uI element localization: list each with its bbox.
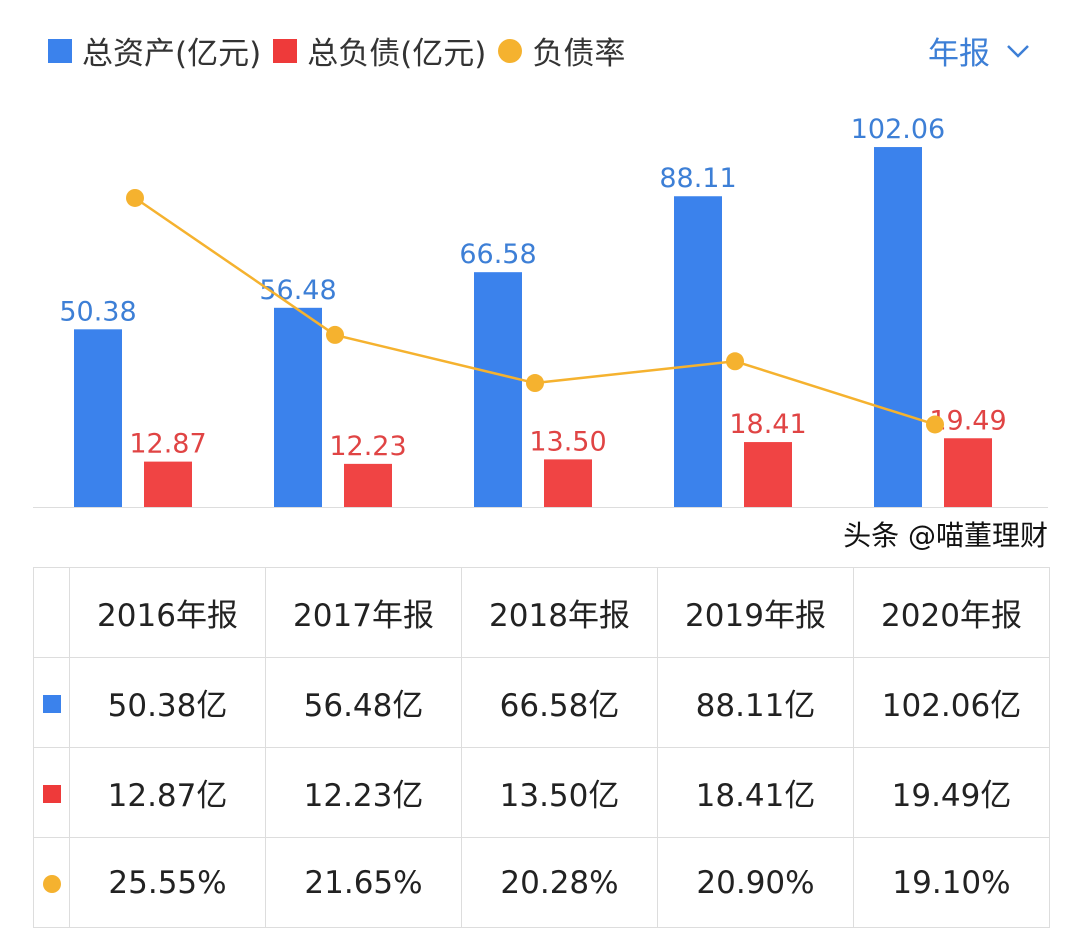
bar-total-liabilities <box>744 442 792 507</box>
table-cell: 19.10% <box>853 837 1050 928</box>
period-label: 年报 <box>928 36 990 72</box>
table-cell: 18.41亿 <box>657 747 854 838</box>
period-selector[interactable]: 年报 <box>928 28 1030 73</box>
bar-total-assets <box>874 147 922 508</box>
bar-data-label: 56.48 <box>259 275 336 306</box>
table-cell: 50.38亿 <box>69 657 266 748</box>
table-cell: 102.06亿 <box>853 657 1050 748</box>
table-corner <box>33 567 70 658</box>
red-square-marker <box>42 784 61 803</box>
chevron-down-icon <box>1007 44 1029 58</box>
table-cell: 20.28% <box>461 837 658 928</box>
legend-swatch <box>273 38 298 63</box>
table-header-cell: 2016年报 <box>69 567 266 658</box>
table-cell: 88.11亿 <box>657 657 854 748</box>
data-table: 2016年报 2017年报 2018年报 2019年报 2020年报 50.38… <box>33 567 1050 928</box>
bar-data-label: 12.23 <box>329 431 406 462</box>
bar-total-assets <box>474 272 522 507</box>
row-marker-cell <box>33 657 70 748</box>
orange-circle-marker <box>42 874 61 893</box>
blue-square-marker <box>42 694 61 713</box>
legend-label: 总资产(亿元) <box>82 36 262 72</box>
row-marker-cell <box>33 837 70 928</box>
table-cell: 12.23亿 <box>265 747 462 838</box>
debt-ratio-point <box>126 188 144 207</box>
bar-data-label: 102.06 <box>851 114 945 145</box>
table-cell: 13.50亿 <box>461 747 658 838</box>
debt-ratio-point <box>526 374 544 393</box>
table-header-row: 2016年报 2017年报 2018年报 2019年报 2020年报 <box>33 567 1050 658</box>
bar-line-chart: 50.38 56.48 66.58 88.11 102.06 12.87 12.23 13.5… <box>33 114 1048 508</box>
legend-swatch <box>498 38 523 63</box>
bar-data-label: 66.58 <box>459 239 536 270</box>
bar-total-assets <box>74 329 122 507</box>
table-row-total-liabilities: 12.87亿 12.23亿 13.50亿 18.41亿 19.49亿 <box>33 747 1050 838</box>
bar-total-liabilities <box>144 461 192 507</box>
table-header-cell: 2020年报 <box>853 567 1050 658</box>
bar-total-liabilities <box>344 463 392 507</box>
debt-ratio-point <box>926 415 944 434</box>
legend-item-total-assets[interactable]: 总资产(亿元) <box>48 28 261 73</box>
bar-total-assets <box>674 196 722 507</box>
bar-total-liabilities <box>544 459 592 507</box>
legend-swatch <box>48 38 72 63</box>
table-cell: 20.90% <box>657 837 854 928</box>
watermark: 头条 @喵董理财 <box>843 519 1048 552</box>
table-cell: 25.55% <box>69 837 266 928</box>
table-cell: 12.87亿 <box>69 747 266 838</box>
bar-total-liabilities <box>944 438 992 507</box>
table-cell: 56.48亿 <box>265 657 462 748</box>
debt-ratio-point <box>326 325 344 344</box>
bar-data-label: 18.41 <box>729 409 806 440</box>
table-header-cell: 2018年报 <box>461 567 658 658</box>
legend-item-debt-ratio[interactable]: 负债率 <box>498 28 625 73</box>
legend-label: 总负债(亿元) <box>307 36 487 72</box>
bar-data-label: 50.38 <box>59 296 136 327</box>
row-marker-cell <box>33 747 70 838</box>
debt-ratio-point <box>726 352 744 371</box>
table-header-cell: 2017年报 <box>265 567 462 658</box>
table-cell: 19.49亿 <box>853 747 1050 838</box>
table-row-total-assets: 50.38亿 56.48亿 66.58亿 88.11亿 102.06亿 <box>33 657 1050 748</box>
table-cell: 66.58亿 <box>461 657 658 748</box>
legend-label: 负债率 <box>532 36 626 72</box>
bar-data-label: 88.11 <box>659 163 736 194</box>
chart-legend: 总资产(亿元) 总负债(亿元) 负债率 <box>48 28 637 73</box>
table-header-cell: 2019年报 <box>657 567 854 658</box>
legend-item-total-liabilities[interactable]: 总负债(亿元) <box>273 28 486 73</box>
bar-total-assets <box>274 307 322 507</box>
table-row-debt-ratio: 25.55% 21.65% 20.28% 20.90% 19.10% <box>33 837 1050 928</box>
bar-data-label: 13.50 <box>529 426 606 457</box>
table-cell: 21.65% <box>265 837 462 928</box>
bar-data-label: 12.87 <box>129 429 206 460</box>
